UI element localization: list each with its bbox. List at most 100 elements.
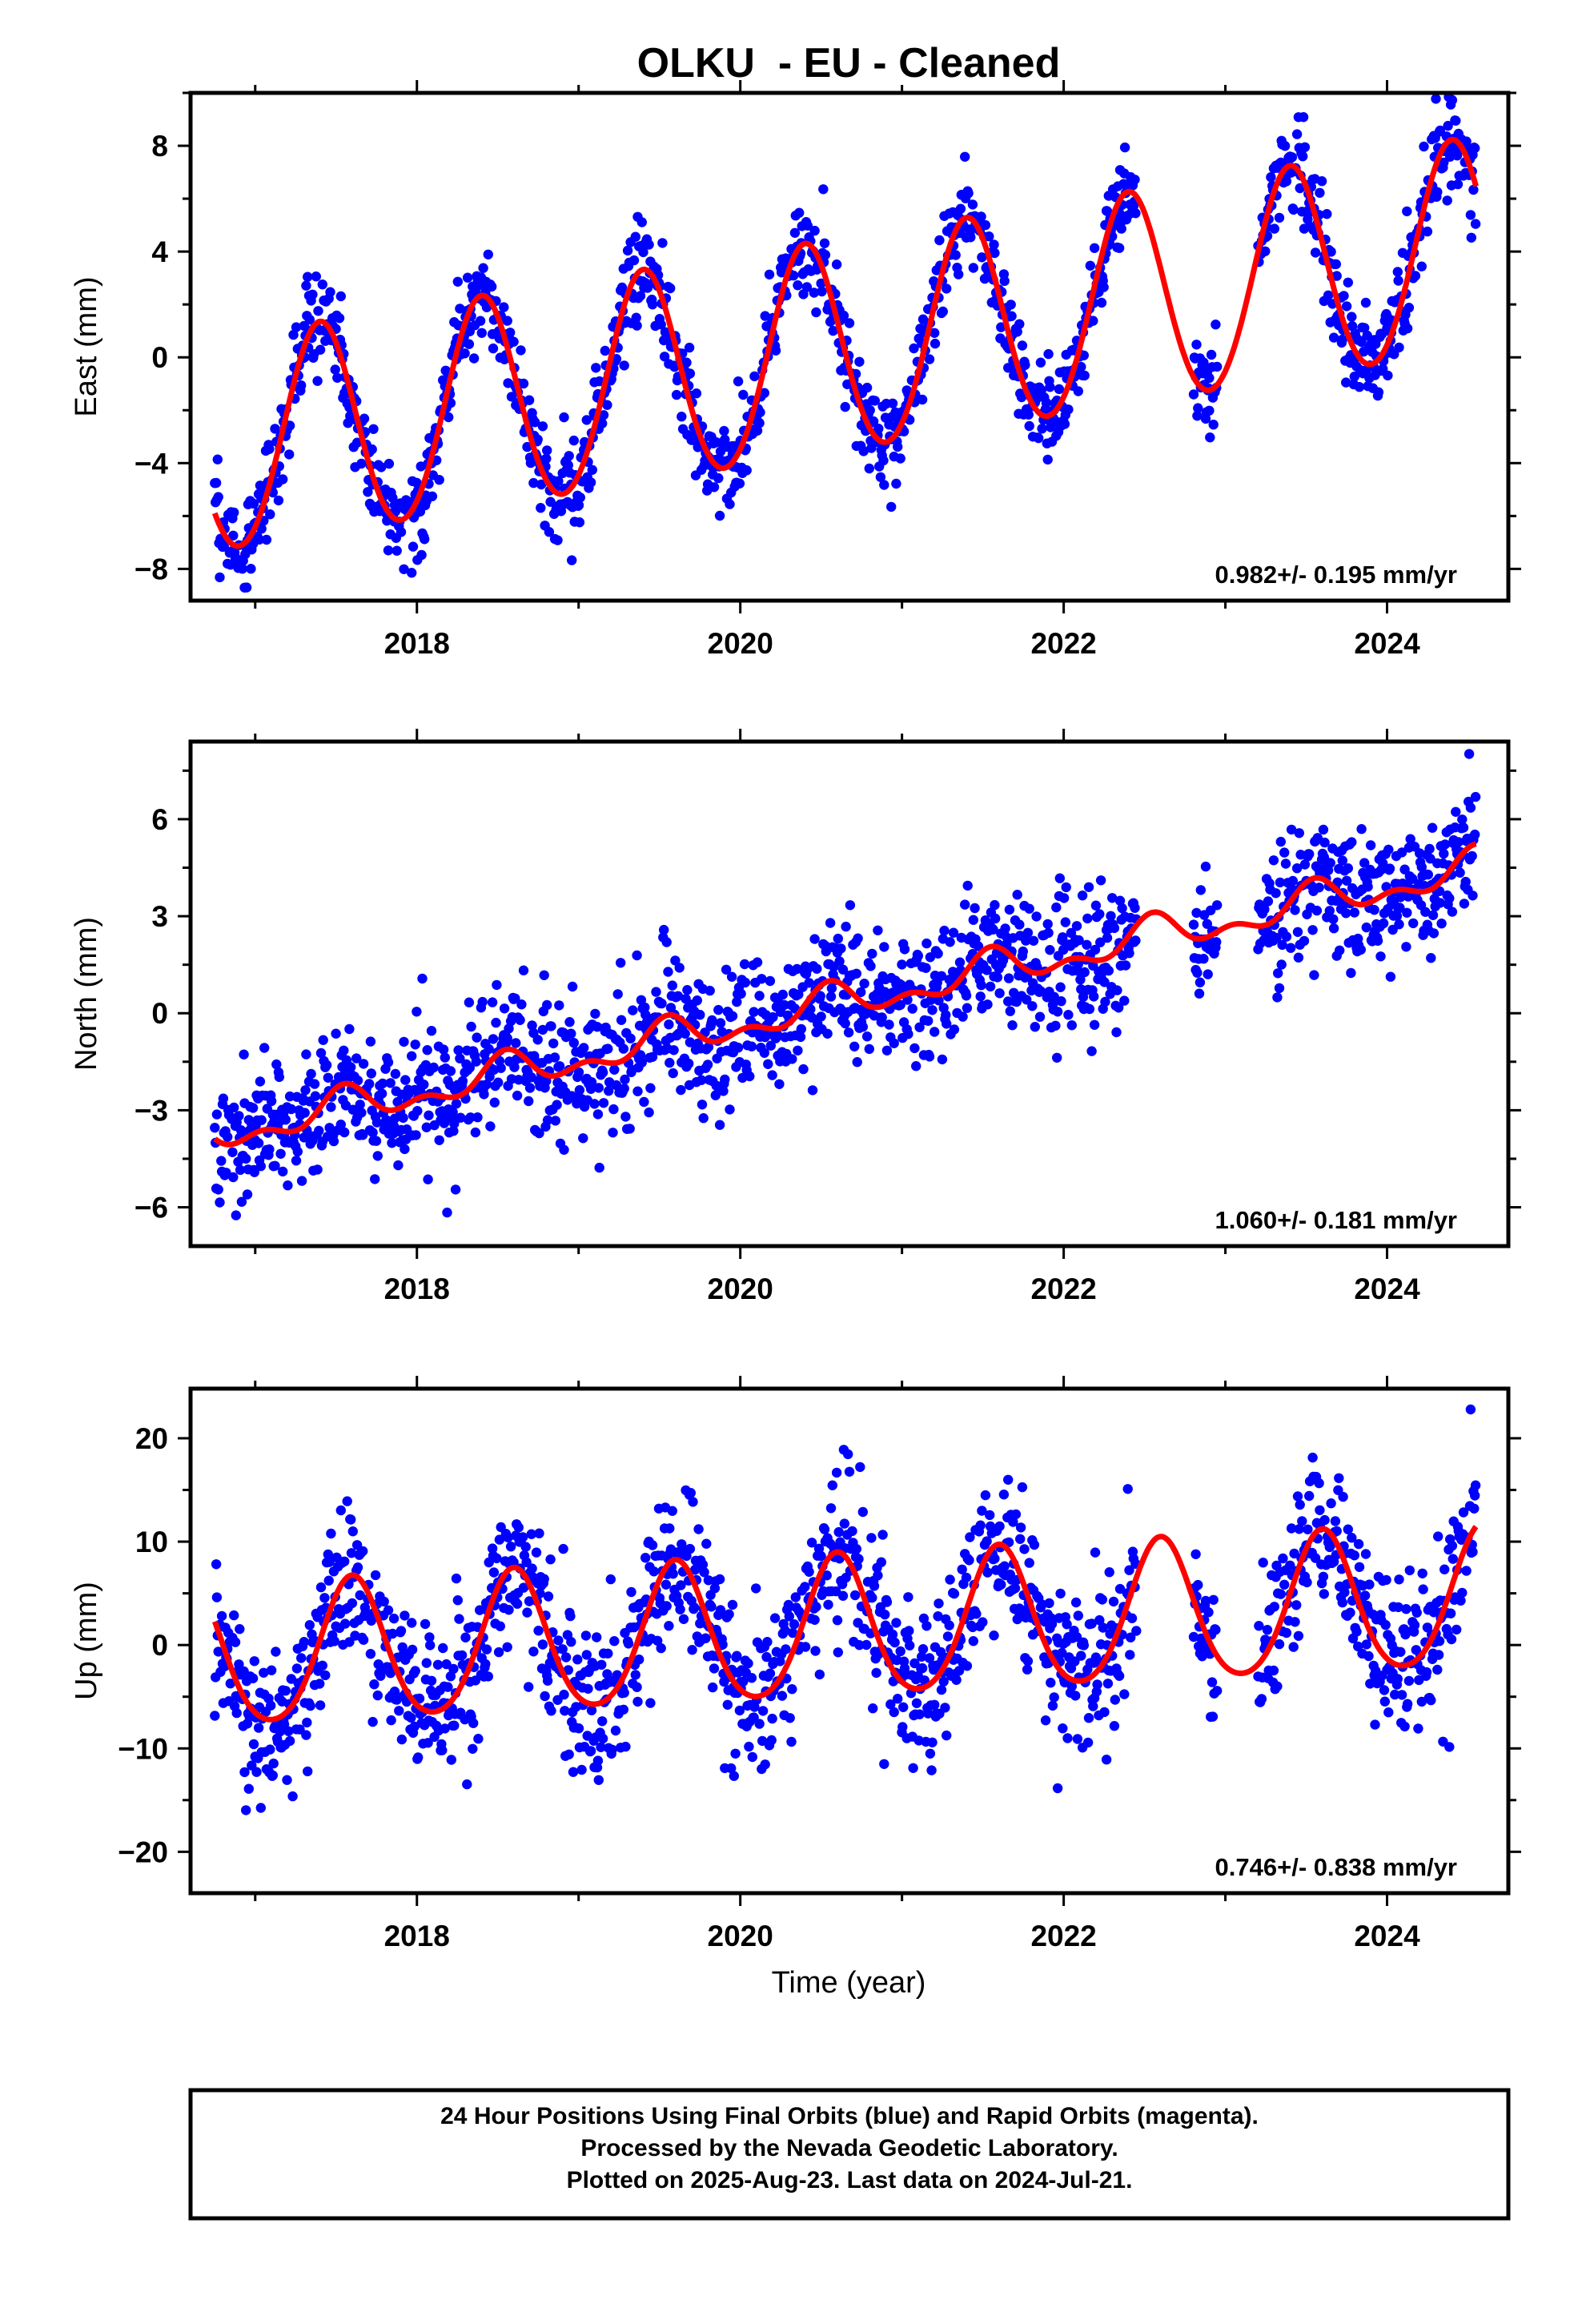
data-point — [897, 1722, 908, 1732]
data-point — [1193, 1579, 1203, 1590]
data-point — [1405, 834, 1415, 844]
data-point — [968, 1636, 979, 1647]
data-point — [656, 1642, 666, 1654]
data-point — [1331, 271, 1342, 281]
data-point — [1119, 142, 1130, 153]
data-point — [1259, 904, 1270, 915]
data-point — [921, 1621, 932, 1631]
data-point — [594, 1162, 604, 1173]
data-point — [383, 545, 394, 556]
data-point — [1275, 1589, 1287, 1599]
data-point — [1204, 943, 1215, 955]
data-point — [1452, 179, 1464, 190]
data-point — [1047, 1700, 1058, 1711]
data-point — [718, 1086, 729, 1096]
data-point — [1082, 913, 1093, 924]
data-point — [522, 1607, 532, 1618]
data-point — [1307, 925, 1318, 935]
data-point — [1003, 973, 1014, 983]
data-point — [1110, 1695, 1121, 1705]
data-point — [725, 499, 735, 509]
y-tick-label: −10 — [118, 1732, 168, 1765]
data-point — [487, 997, 498, 1007]
data-point — [681, 994, 691, 1004]
data-point — [305, 1700, 315, 1711]
data-point — [999, 1561, 1010, 1571]
data-point — [849, 1041, 860, 1052]
data-point — [1381, 1574, 1391, 1586]
data-point — [855, 1462, 865, 1473]
data-point — [256, 1115, 267, 1125]
data-point — [315, 344, 326, 355]
data-point — [814, 1669, 825, 1680]
data-point — [685, 1488, 696, 1498]
data-point — [1072, 1734, 1083, 1744]
data-point — [1318, 824, 1329, 835]
data-point — [594, 376, 604, 387]
data-point — [628, 255, 640, 266]
data-point — [284, 1091, 295, 1102]
data-point — [706, 1602, 717, 1612]
data-point — [1297, 1516, 1307, 1526]
data-point — [1024, 1558, 1034, 1568]
data-point — [264, 444, 275, 454]
data-point — [371, 1117, 383, 1128]
data-point — [231, 1210, 241, 1220]
data-point — [225, 1679, 235, 1689]
data-point — [1212, 361, 1223, 372]
data-point — [448, 1126, 459, 1136]
data-point — [938, 306, 949, 317]
data-point — [248, 498, 259, 509]
data-point — [1119, 1689, 1130, 1699]
data-point — [751, 1583, 761, 1594]
data-point — [426, 1026, 437, 1036]
data-point — [518, 965, 529, 975]
data-point — [505, 1542, 516, 1552]
data-point — [1469, 1503, 1480, 1514]
data-point — [1063, 404, 1074, 415]
data-point — [1041, 397, 1052, 408]
data-point — [635, 291, 646, 301]
data-point — [714, 1120, 725, 1130]
data-point — [1470, 219, 1481, 229]
data-point — [355, 1100, 365, 1110]
data-point — [280, 1686, 291, 1696]
data-point — [462, 1779, 472, 1790]
data-point — [802, 220, 813, 231]
data-point — [638, 247, 648, 258]
data-point — [793, 989, 804, 1000]
data-point — [236, 1196, 247, 1207]
data-point — [532, 1035, 543, 1045]
data-point — [1005, 1006, 1016, 1016]
data-point — [1276, 959, 1287, 970]
data-point — [339, 1127, 350, 1138]
data-point — [1312, 833, 1323, 843]
data-point — [387, 1138, 397, 1148]
data-point — [572, 1655, 583, 1665]
data-point — [620, 1074, 630, 1085]
data-point — [1034, 432, 1044, 444]
data-point — [873, 424, 884, 434]
data-point — [643, 280, 653, 291]
data-point — [788, 270, 799, 281]
data-point — [1101, 1755, 1112, 1765]
data-point — [705, 985, 715, 996]
data-point — [243, 1783, 254, 1794]
data-point — [1212, 900, 1223, 911]
data-point — [417, 973, 428, 984]
data-point — [833, 933, 844, 944]
data-point — [966, 232, 976, 243]
data-point — [1396, 847, 1407, 858]
data-point — [764, 269, 775, 279]
x-tick-label: 2020 — [708, 627, 773, 660]
x-tick-label: 2024 — [1354, 1920, 1420, 1952]
data-point — [419, 1080, 429, 1090]
data-point — [575, 493, 585, 503]
data-point — [1338, 1491, 1348, 1502]
data-point — [665, 1057, 675, 1068]
data-point — [674, 963, 685, 973]
data-point — [618, 1704, 628, 1715]
up-final-orbit-points — [210, 1404, 1481, 1815]
data-point — [1401, 942, 1411, 952]
data-point — [789, 1619, 800, 1630]
